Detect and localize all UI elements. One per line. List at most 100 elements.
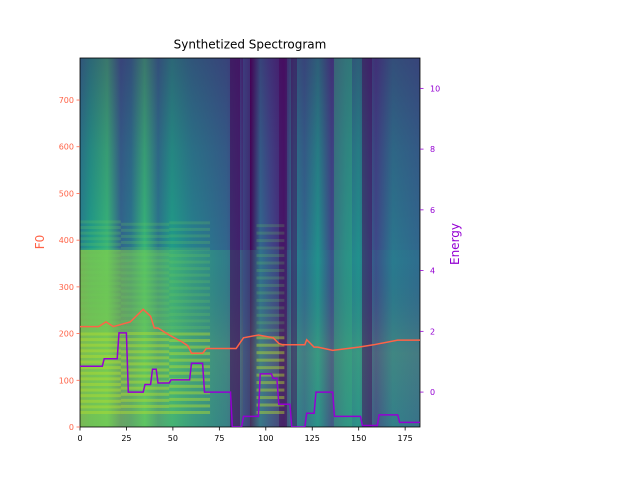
harmonic-band: [169, 299, 211, 303]
harmonic-band: [169, 286, 211, 290]
harmonic-band: [80, 410, 121, 414]
harmonic-band: [80, 388, 121, 392]
harmonic-band: [80, 377, 121, 381]
harmonic-band: [80, 242, 121, 246]
harmonic-band: [169, 221, 211, 225]
series-layer: [80, 308, 420, 427]
harmonic-band: [120, 350, 170, 354]
harmonic-band: [256, 313, 285, 317]
energy-axis: 0 2 4 6 8 10: [420, 84, 440, 397]
harmonic-band: [80, 276, 121, 280]
harmonic-band: [80, 405, 121, 409]
energy-tick-label: 6: [430, 206, 435, 215]
harmonic-band: [120, 332, 170, 336]
harmonic-band: [256, 321, 285, 325]
harmonic-band: [256, 291, 285, 295]
energy-tick-label: 2: [430, 327, 435, 336]
harmonic-band: [256, 358, 285, 362]
x-tick-label: 100: [258, 434, 273, 443]
x-axis: 0 25 50 75 100 125 150 175: [77, 427, 413, 443]
harmonic-band: [169, 397, 211, 401]
harmonic-band: [80, 265, 121, 269]
f0-tick-label: 700: [59, 96, 74, 105]
harmonic-band: [169, 247, 211, 251]
harmonic-band: [80, 293, 121, 297]
harmonic-band: [169, 306, 211, 310]
harmonic-band: [120, 247, 170, 251]
harmonic-band: [169, 280, 211, 284]
energy-tick-label: 10: [430, 84, 440, 93]
f0-axis: 0 100 200 300 400 500 600 700: [59, 96, 80, 432]
f0-axis-label: F0: [33, 235, 47, 250]
harmonic-band: [256, 261, 285, 265]
harmonic-band: [120, 368, 170, 372]
harmonic-band: [120, 386, 170, 390]
harmonic-band: [80, 321, 121, 325]
harmonic-band: [120, 325, 170, 329]
harmonic-band: [120, 295, 170, 299]
harmonic-band: [256, 224, 285, 228]
harmonic-band: [120, 362, 170, 366]
harmonic-band: [256, 254, 285, 258]
harmonic-band: [80, 354, 121, 358]
f0-tick-label: 300: [59, 283, 74, 292]
f0-tick-label: 200: [59, 330, 74, 339]
harmonic-band: [120, 277, 170, 281]
harmonic-band: [80, 287, 121, 291]
harmonic-band: [120, 398, 170, 402]
harmonic-band: [120, 344, 170, 348]
harmonic-band: [80, 371, 121, 375]
harmonic-band: [169, 254, 211, 258]
x-tick-label: 50: [168, 434, 178, 443]
harmonic-band: [80, 254, 121, 258]
spectrogram-heatmap: [80, 58, 420, 427]
energy-tick-label: 4: [430, 267, 435, 276]
harmonic-band: [169, 332, 211, 336]
harmonic-band: [120, 301, 170, 305]
harmonic-band: [256, 231, 285, 235]
harmonic-band: [80, 304, 121, 308]
harmonic-band: [120, 283, 170, 287]
harmonic-band: [169, 339, 211, 343]
harmonic-band: [80, 366, 121, 370]
harmonic-band: [80, 399, 121, 403]
harmonic-band: [80, 226, 121, 230]
harmonic-band: [256, 343, 285, 347]
x-tick-label: 75: [214, 434, 224, 443]
harmonic-band: [80, 343, 121, 347]
f0-tick-label: 100: [59, 376, 74, 385]
harmonic-band: [120, 392, 170, 396]
f0-series-line: [80, 308, 420, 354]
harmonic-band: [169, 325, 211, 329]
harmonic-band: [256, 306, 285, 310]
harmonic-band: [120, 380, 170, 384]
harmonic-band: [80, 282, 121, 286]
harmonic-band: [120, 253, 170, 257]
harmonic-band: [256, 328, 285, 332]
harmonic-band: [256, 246, 285, 250]
harmonic-band: [120, 410, 170, 414]
harmonic-band: [169, 312, 211, 316]
harmonic-band: [120, 356, 170, 360]
harmonic-band: [120, 234, 170, 238]
harmonic-band: [120, 271, 170, 275]
harmonic-band: [80, 360, 121, 364]
harmonic-band: [256, 283, 285, 287]
f0-tick-label: 500: [59, 189, 74, 198]
harmonic-band: [169, 365, 211, 369]
harmonic-band: [169, 240, 211, 244]
harmonic-band: [256, 381, 285, 385]
harmonic-band: [169, 358, 211, 362]
harmonic-band: [256, 403, 285, 407]
f0-tick-label: 0: [69, 423, 74, 432]
harmonic-band: [120, 240, 170, 244]
harmonic-band: [256, 388, 285, 392]
energy-axis-label: Energy: [448, 223, 462, 265]
harmonic-band: [80, 310, 121, 314]
harmonic-band: [256, 351, 285, 355]
harmonic-band: [256, 396, 285, 400]
x-tick-label: 150: [351, 434, 366, 443]
harmonic-band: [256, 410, 285, 414]
plot-frame: [79, 57, 421, 428]
harmonic-band: [120, 404, 170, 408]
